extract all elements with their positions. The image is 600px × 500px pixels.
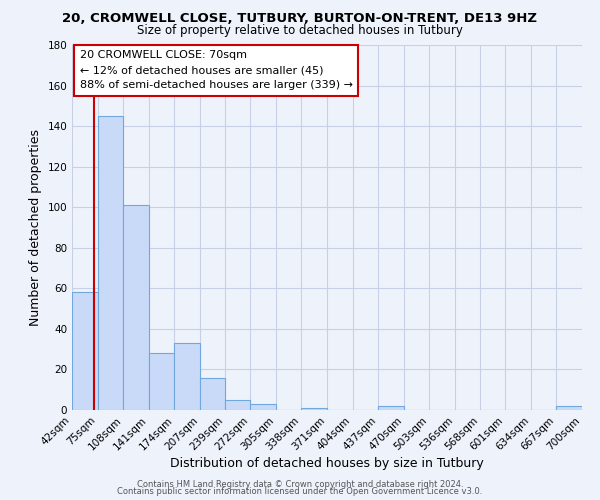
Bar — [301, 408, 327, 410]
Bar — [250, 404, 276, 410]
Bar — [200, 378, 224, 410]
Text: 20, CROMWELL CLOSE, TUTBURY, BURTON-ON-TRENT, DE13 9HZ: 20, CROMWELL CLOSE, TUTBURY, BURTON-ON-T… — [62, 12, 538, 26]
Text: Size of property relative to detached houses in Tutbury: Size of property relative to detached ho… — [137, 24, 463, 37]
Text: Contains public sector information licensed under the Open Government Licence v3: Contains public sector information licen… — [118, 487, 482, 496]
Bar — [378, 406, 404, 410]
Bar — [556, 406, 582, 410]
Bar — [175, 343, 200, 410]
Y-axis label: Number of detached properties: Number of detached properties — [29, 129, 42, 326]
Bar — [123, 205, 149, 410]
X-axis label: Distribution of detached houses by size in Tutbury: Distribution of detached houses by size … — [170, 458, 484, 470]
Bar — [149, 353, 175, 410]
Bar — [98, 116, 123, 410]
Text: Contains HM Land Registry data © Crown copyright and database right 2024.: Contains HM Land Registry data © Crown c… — [137, 480, 463, 489]
Text: 20 CROMWELL CLOSE: 70sqm
← 12% of detached houses are smaller (45)
88% of semi-d: 20 CROMWELL CLOSE: 70sqm ← 12% of detach… — [80, 50, 353, 90]
Bar — [72, 292, 98, 410]
Bar — [224, 400, 250, 410]
